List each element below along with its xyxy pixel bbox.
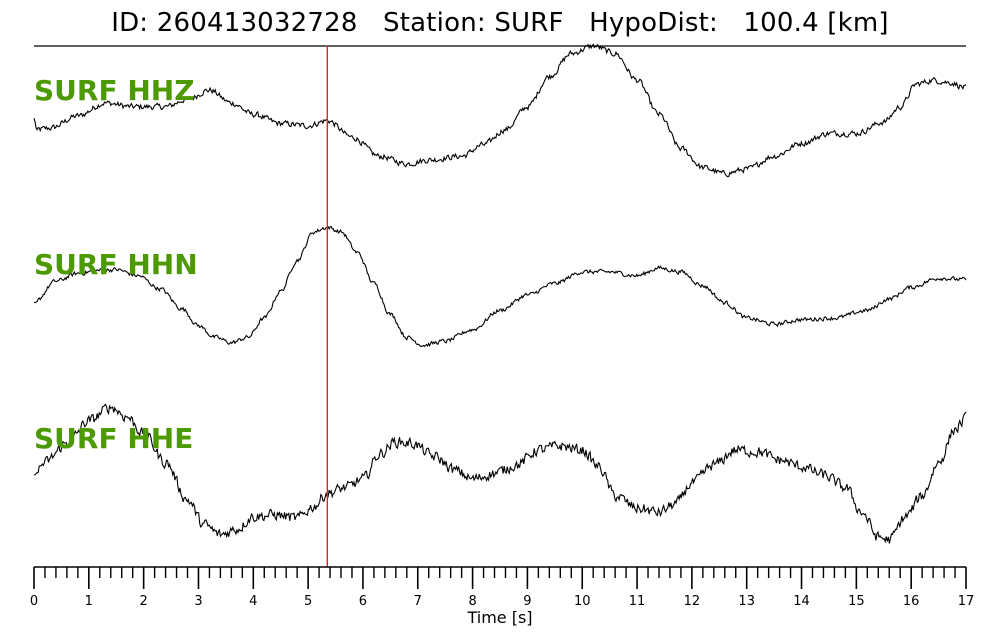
x-tick-label: 3 [194,594,202,609]
x-axis: 0 1 2 3 4 5 6 7 8 9 10 11 12 13 14 15 16 17 [30,566,975,609]
x-tick-label: 8 [468,594,476,609]
x-tick-label: 14 [793,594,810,609]
x-tick-label: 7 [414,594,422,609]
chart-title: ID: 260413032728 Station: SURF HypoDist:… [0,8,1000,38]
trace-surf-hhz [33,43,967,178]
x-tick-label: 6 [359,594,367,609]
x-tick-label: 15 [848,594,865,609]
x-tick-label: 17 [958,594,975,609]
trace-group [33,43,967,544]
title-station-label: Station: [383,8,486,38]
title-hypodist-value: 100.4 [743,8,819,38]
trace-label-surf-hhn: SURF HHN [34,248,198,281]
x-tick-label: 10 [574,594,591,609]
x-tick-label: 0 [30,594,38,609]
x-tick-label: 13 [738,594,755,609]
x-axis-label: Time [s] [466,608,532,627]
x-tick-label: 16 [903,594,920,609]
title-hypodist-unit: [km] [827,8,889,38]
x-tick-label: 5 [304,594,312,609]
trace-label-group: SURF HHZ SURF HHN SURF HHE [34,74,198,455]
x-tick-label: 12 [684,594,701,609]
title-id-value: 260413032728 [156,8,358,38]
trace-label-surf-hhz: SURF HHZ [34,74,195,107]
x-tick-label: 2 [140,594,148,609]
title-station-value: SURF [494,8,564,38]
x-tick-label: 9 [523,594,531,609]
trace-surf-hhe [33,403,967,544]
x-tick-label: 4 [249,594,257,609]
trace-label-surf-hhe: SURF HHE [34,422,193,455]
trace-surf-hhn [33,225,967,348]
x-tick-label: 1 [85,594,93,609]
x-tick-label: 11 [629,594,646,609]
title-id-label: ID: [111,8,149,38]
title-hypodist-label: HypoDist: [589,8,718,38]
